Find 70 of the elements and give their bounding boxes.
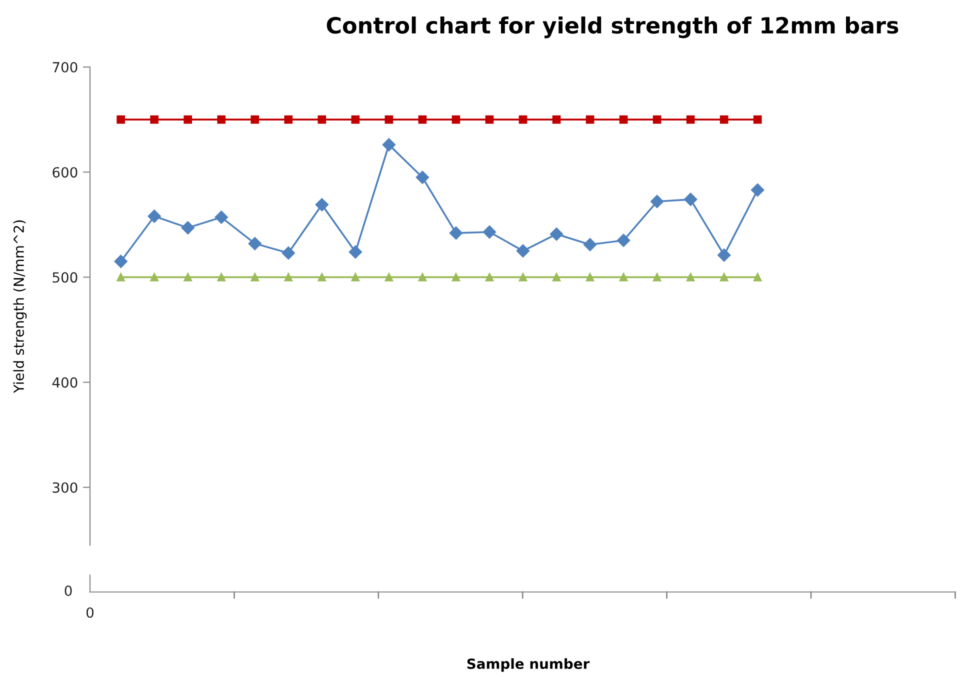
point xyxy=(518,115,528,124)
point xyxy=(416,170,430,184)
point xyxy=(485,273,494,282)
point xyxy=(114,254,128,268)
point xyxy=(586,273,594,282)
point xyxy=(284,115,293,124)
point xyxy=(150,115,159,124)
point xyxy=(720,115,728,124)
point xyxy=(384,115,394,124)
y-tick-label: 400 xyxy=(52,377,78,388)
point xyxy=(318,115,326,124)
point xyxy=(717,248,731,262)
point xyxy=(315,198,328,212)
point xyxy=(452,115,460,124)
point xyxy=(318,273,326,282)
point xyxy=(284,273,293,282)
point xyxy=(116,115,125,124)
point xyxy=(552,115,561,124)
text: 0 xyxy=(64,586,72,596)
point xyxy=(150,273,159,282)
point xyxy=(583,238,597,252)
point xyxy=(650,194,664,208)
point xyxy=(348,245,362,259)
point xyxy=(452,273,460,282)
point xyxy=(619,115,628,124)
point xyxy=(686,115,695,124)
text: 0 xyxy=(86,607,94,618)
point xyxy=(418,115,427,124)
y-axis-title: Yield strength (N/mm^2) xyxy=(13,220,27,394)
point xyxy=(686,273,695,282)
point xyxy=(482,225,496,239)
y-tick-label: 700 xyxy=(52,62,78,73)
point xyxy=(148,210,161,223)
point xyxy=(449,226,463,240)
point xyxy=(217,115,226,124)
point xyxy=(652,115,662,124)
point xyxy=(586,115,594,124)
chart-title: Control chart for yield strength of 12mm bars xyxy=(326,16,898,38)
point xyxy=(382,138,396,152)
point xyxy=(184,273,192,282)
point xyxy=(753,115,762,124)
point xyxy=(518,273,528,282)
point xyxy=(351,273,360,282)
point xyxy=(552,273,561,282)
point xyxy=(217,273,226,282)
text: Sample number xyxy=(467,658,590,672)
point xyxy=(516,244,530,258)
y-tick-label: 500 xyxy=(52,272,78,283)
y-tick-label: 300 xyxy=(52,482,78,493)
point xyxy=(652,273,662,282)
point xyxy=(485,115,494,124)
point xyxy=(250,273,260,282)
point xyxy=(616,234,630,248)
point xyxy=(684,192,698,206)
point xyxy=(751,183,764,197)
point xyxy=(116,273,125,282)
point xyxy=(720,273,728,282)
point xyxy=(418,273,427,282)
point xyxy=(184,115,192,124)
point xyxy=(250,115,260,124)
point xyxy=(214,210,228,224)
point xyxy=(753,273,762,282)
point xyxy=(619,273,628,282)
point xyxy=(351,115,360,124)
point xyxy=(248,236,262,250)
point xyxy=(384,273,394,282)
point xyxy=(181,221,194,234)
y-tick-label: 600 xyxy=(52,167,78,178)
point xyxy=(282,246,295,260)
point xyxy=(550,228,564,241)
